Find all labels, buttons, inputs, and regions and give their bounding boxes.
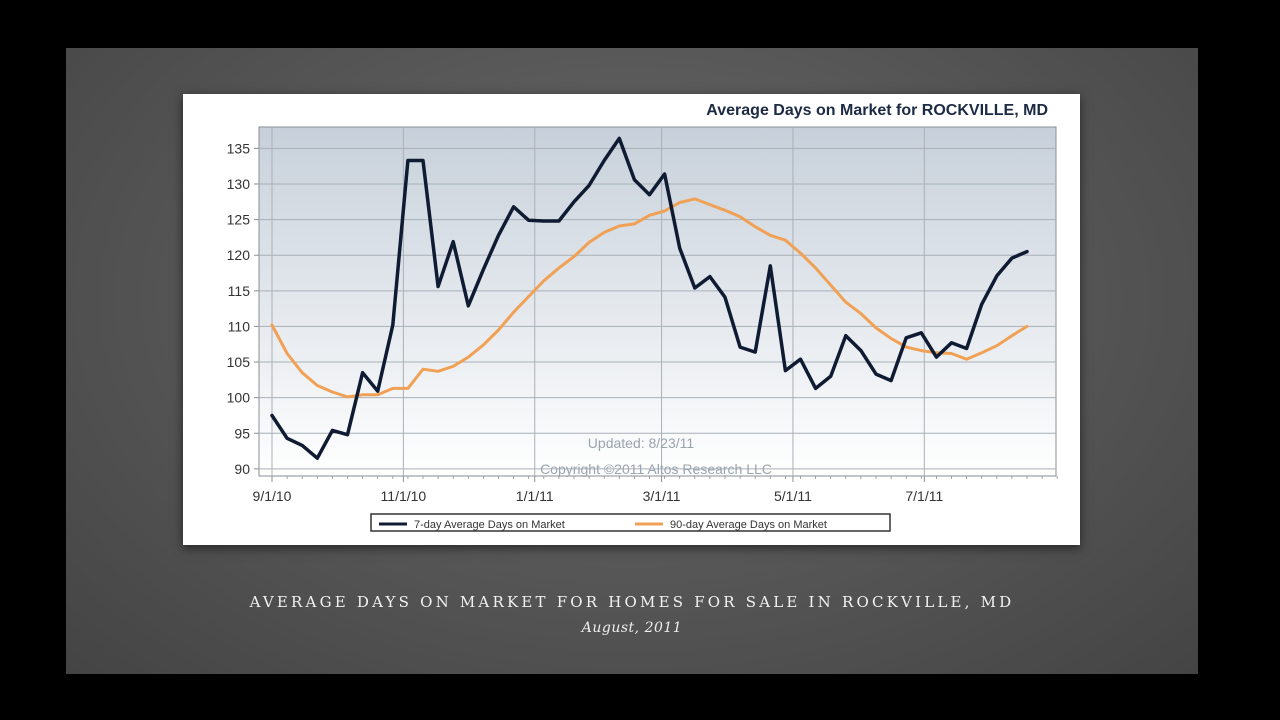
copyright-annotation: Copyright ©2011 Altos Research LLC (540, 461, 772, 477)
slide-caption-title: AVERAGE DAYS ON MARKET FOR HOMES FOR SAL… (249, 593, 1015, 611)
x-tick-label: 9/1/10 (253, 488, 292, 504)
x-tick-label: 5/1/11 (774, 488, 812, 504)
x-tick-label: 3/1/11 (643, 488, 681, 504)
legend-label-90day: 90-day Average Days on Market (670, 519, 827, 531)
x-tick-label: 11/1/10 (381, 488, 427, 504)
slide-caption-date: August, 2011 (581, 620, 683, 636)
line-chart: 90 95 100 105 110 115 120 125 130 135 9/1/10 11/1/… (227, 102, 1058, 532)
plot-area (258, 126, 1057, 477)
y-tick-label: 125 (227, 212, 251, 228)
legend: 7-day Average Days on Market 90-day Aver… (370, 513, 891, 532)
y-tick-label: 110 (228, 318, 251, 334)
y-tick-label: 120 (227, 247, 251, 263)
x-tick-label: 1/1/11 (516, 488, 554, 504)
series-lines (270, 136, 1029, 460)
x-axis: 9/1/10 11/1/10 1/1/11 3/1/11 5/1/11 7/1/11 (253, 476, 1058, 504)
series-line-90day (270, 197, 1029, 399)
y-tick-label: 130 (227, 176, 251, 192)
grid-lines (259, 127, 1056, 476)
y-axis: 90 95 100 105 110 115 120 125 130 135 (227, 140, 259, 477)
y-tick-label: 95 (234, 425, 250, 441)
x-tick-label: 7/1/11 (905, 488, 943, 504)
y-tick-label: 105 (227, 354, 251, 370)
chart-frame: 90 95 100 105 110 115 120 125 130 135 9/1/10 11/1/… (183, 94, 1080, 545)
y-tick-label: 135 (227, 140, 251, 156)
legend-label-7day: 7-day Average Days on Market (414, 519, 565, 531)
slide-background: 90 95 100 105 110 115 120 125 130 135 9/1/10 11/1/… (66, 48, 1198, 674)
series-line-7day (270, 136, 1029, 460)
chart-title: Average Days on Market for ROCKVILLE, MD (706, 102, 1048, 119)
updated-annotation: Updated: 8/23/11 (588, 435, 695, 451)
y-tick-label: 100 (227, 390, 251, 406)
legend-box (370, 513, 891, 532)
y-tick-label: 115 (228, 283, 251, 299)
y-tick-label: 90 (234, 461, 250, 477)
